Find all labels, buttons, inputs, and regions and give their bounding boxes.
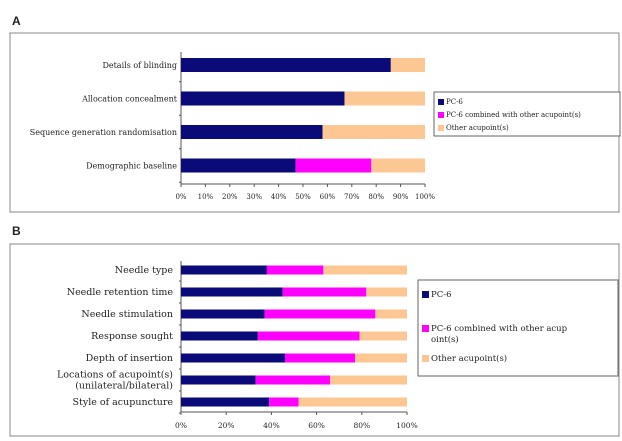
panel-a-bar-3-1 [390,58,425,72]
panel-a-category-label-3: Sequence generation randomisation [30,128,177,137]
panel-a-legend-label-3: Other acupoint(s) [446,124,509,132]
panel-b-category-label-6-line-2: (unilateral/bilateral) [75,381,173,392]
panel-a-xtick-label-7: 60% [320,193,336,201]
panel-b-bar-1-7 [181,397,270,407]
panel-b-category-label-7: Style of acupuncture [73,397,174,408]
panel-a-category-label-1: Details of blinding [102,61,177,70]
panel-b-bar-1-6 [181,375,256,385]
panel-a-legend-label-1: PC-6 [446,98,463,106]
panel-b-legend-label-2: PC-6 combined with other acup [431,324,568,334]
panel-b-bar-2-4 [257,331,360,341]
panel-a-bar-1-4 [181,158,296,173]
panel-a-legend-swatch-1 [438,99,444,105]
panel-a-bar-3-4 [371,158,425,173]
panel-a-legend-swatch-2 [438,112,444,118]
panel-b-legend-label-2-line-2: oint(s) [431,334,459,345]
panel-a-xtick-label-4: 30% [246,193,262,201]
panel-a-category-label-2: Allocation concealment [81,95,178,104]
panel-a-letter: A [12,14,21,28]
panel-b-bar-2-7 [269,397,299,407]
panel-b-category-label-2: Needle retention time [67,287,174,298]
panel-b-bar-1-5 [181,353,285,363]
panel-b-frame [9,243,620,437]
panel-a-legend-box [433,91,621,137]
panel-a-category-label-4: Demographic baseline [86,162,177,171]
panel-b-bar-3-1 [323,265,407,275]
panel-a-xtick-label-11: 100% [415,193,435,201]
panel-b-bar-3-3 [375,309,407,319]
panel-a-xtick-label-5: 40% [271,193,287,201]
panel-b-bar-3-4 [359,331,407,341]
panel-a-legend-swatch-3 [438,125,444,131]
panel-b-category-label-6-line-1: Locations of acupoint(s) [57,370,173,381]
panel-a-xtick-label-6: 50% [295,193,311,201]
panel-b-bar-2-1 [266,265,324,275]
panel-a-xtick-label-9: 80% [368,193,384,201]
panel-b-category-label-3: Needle stimulation [81,309,173,320]
panel-a-legend-label-2: PC-6 combined with other acupoint(s) [446,111,581,119]
panel-b-bar-2-5 [284,353,356,363]
panel-b-bar-3-6 [330,375,407,385]
panel-a-xtick-label-3: 20% [222,193,238,201]
panel-b-xtick-label-2: 20% [218,421,235,430]
panel-a-bar-2-4 [295,158,372,173]
panel-b-category-label-4: Response sought [91,331,173,342]
panel-b-legend-box [417,279,619,377]
panel-a-bar-1-3 [181,125,323,139]
panel-a-bar-1-2 [181,91,345,106]
panel-b-bar-2-6 [255,375,331,385]
panel-b-legend-label-3: Other acupoint(s) [431,353,507,364]
panel-b-bar-3-5 [355,353,407,363]
panel-b-xtick-label-6: 100% [396,421,417,430]
panel-b-legend-swatch-2 [422,325,429,332]
panel-a-xtick-label-10: 90% [393,193,409,201]
panel-b-category-label-1: Needle type [115,265,174,276]
panel-b-category-label-5: Depth of insertion [86,353,173,364]
panel-b-letter: B [12,224,21,238]
panel-a-xtick-label-8: 70% [344,193,360,201]
panel-b-bar-1-2 [181,287,283,297]
panel-a-xtick-label-1: 0% [175,193,186,201]
panel-b-xtick-label-4: 60% [308,421,325,430]
panel-a-bar-3-2 [344,91,425,106]
panel-b-legend-label-1: PC-6 [431,290,452,300]
panel-b-xtick-label-1: 0% [175,421,187,430]
panel-a-bar-3-3 [322,125,425,139]
panel-b-bar-2-2 [282,287,367,297]
panel-b-xtick-label-5: 80% [353,421,370,430]
panel-a-bar-1-1 [181,58,391,72]
panel-a-xtick-label-2: 10% [198,193,214,201]
panel-b-bar-1-1 [181,265,267,275]
panel-b-bar-3-7 [298,397,407,407]
panel-b-bar-1-3 [181,309,265,319]
panel-b-legend-swatch-3 [422,355,429,362]
panel-b-legend-swatch-1 [422,291,429,298]
panel-b-xtick-label-3: 40% [263,421,280,430]
panel-b-bar-3-2 [366,287,407,297]
panel-b-bar-1-4 [181,331,258,341]
panel-b-bar-2-3 [264,309,376,319]
